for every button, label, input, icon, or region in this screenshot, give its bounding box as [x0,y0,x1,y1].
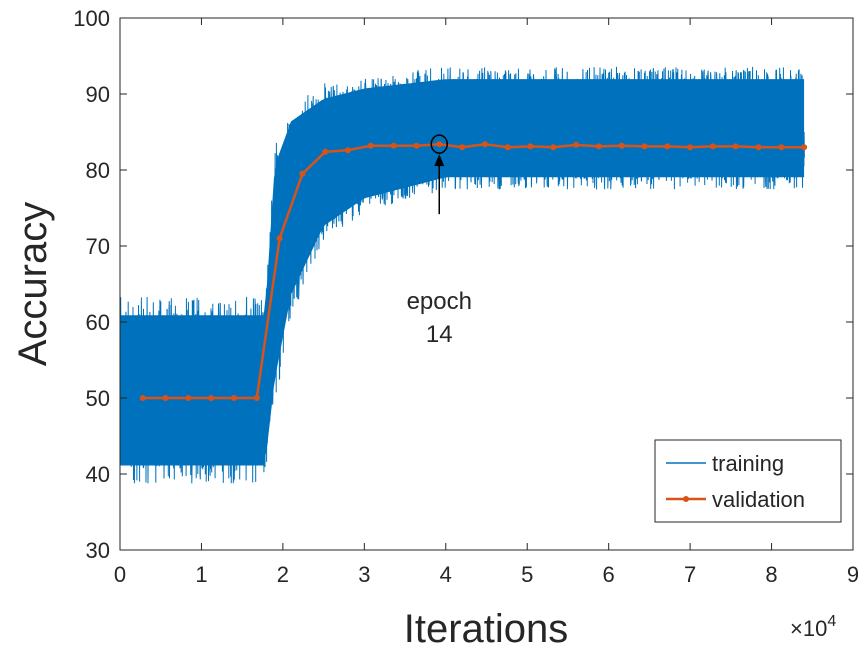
legend-box [654,439,842,523]
plot-frame [119,17,854,551]
validation-point [641,143,648,150]
validation-point [801,144,808,151]
x-tick-label: 0 [114,562,126,587]
annotation-label-epoch: epoch [407,288,472,315]
x-tick-label: 4 [440,562,452,587]
annotation-label-number: 14 [426,321,453,348]
legend-validation-label: validation [712,487,805,512]
legend: training validation [654,439,842,523]
validation-point [413,142,420,149]
validation-point [139,395,146,401]
validation-point [231,395,237,401]
validation-series [139,141,808,401]
validation-point [459,144,466,151]
x-axis-title: Iterations [404,607,569,648]
validation-point [550,144,557,151]
y-tick-label: 90 [86,82,110,107]
y-tick-label: 50 [86,386,110,411]
x-tick-label: 2 [277,562,289,587]
y-tick-label: 60 [86,310,110,335]
y-tick-label: 30 [86,538,110,563]
validation-point [276,235,283,242]
validation-point [481,141,488,148]
x-tick-label: 7 [684,562,696,587]
y-axis-title: Accuracy [11,202,55,367]
validation-point [618,142,625,149]
best-epoch-circle [430,134,449,154]
epoch-annotation: epoch 14 [407,134,472,348]
legend-training-label: training [712,451,784,476]
validation-point [162,395,169,401]
x-tick-label: 1 [195,562,207,587]
x-tick-label: 6 [603,562,615,587]
x-tick-label: 3 [358,562,370,587]
validation-point [755,144,762,151]
y-tick-label: 80 [86,158,110,183]
validation-point [436,141,443,148]
validation-point [664,143,671,150]
validation-point [322,148,329,155]
validation-point [504,144,511,151]
validation-point [390,142,397,149]
x-exponent-base: ×10 [790,616,827,641]
validation-point [732,143,739,150]
x-tick-label: 5 [521,562,533,587]
validation-point [208,395,215,401]
validation-point [778,144,785,151]
validation-point [345,147,351,154]
validation-point [595,143,602,150]
validation-point [367,142,374,149]
x-tick-label: 8 [765,562,777,587]
validation-point [299,170,306,177]
validation-point [687,144,694,151]
legend-validation-marker [683,496,689,502]
validation-point [709,143,716,150]
axes: 0 1 2 3 4 5 6 7 8 9 30 40 50 60 70 80 90 100 [73,6,859,587]
validation-point [527,143,534,150]
annotation-arrowhead [434,154,445,167]
training-series [119,66,805,484]
y-tick-label: 100 [73,6,110,31]
x-tick-label: 9 [847,562,859,587]
training-band-core [120,79,805,466]
validation-point [253,395,260,401]
validation-point [185,395,192,401]
x-exponent-power: 4 [827,613,836,630]
y-tick-label: 70 [86,234,110,259]
validation-line [142,142,805,400]
y-tick-label: 40 [86,462,110,487]
x-exponent-label: ×104 [790,613,836,641]
validation-point [573,141,580,148]
